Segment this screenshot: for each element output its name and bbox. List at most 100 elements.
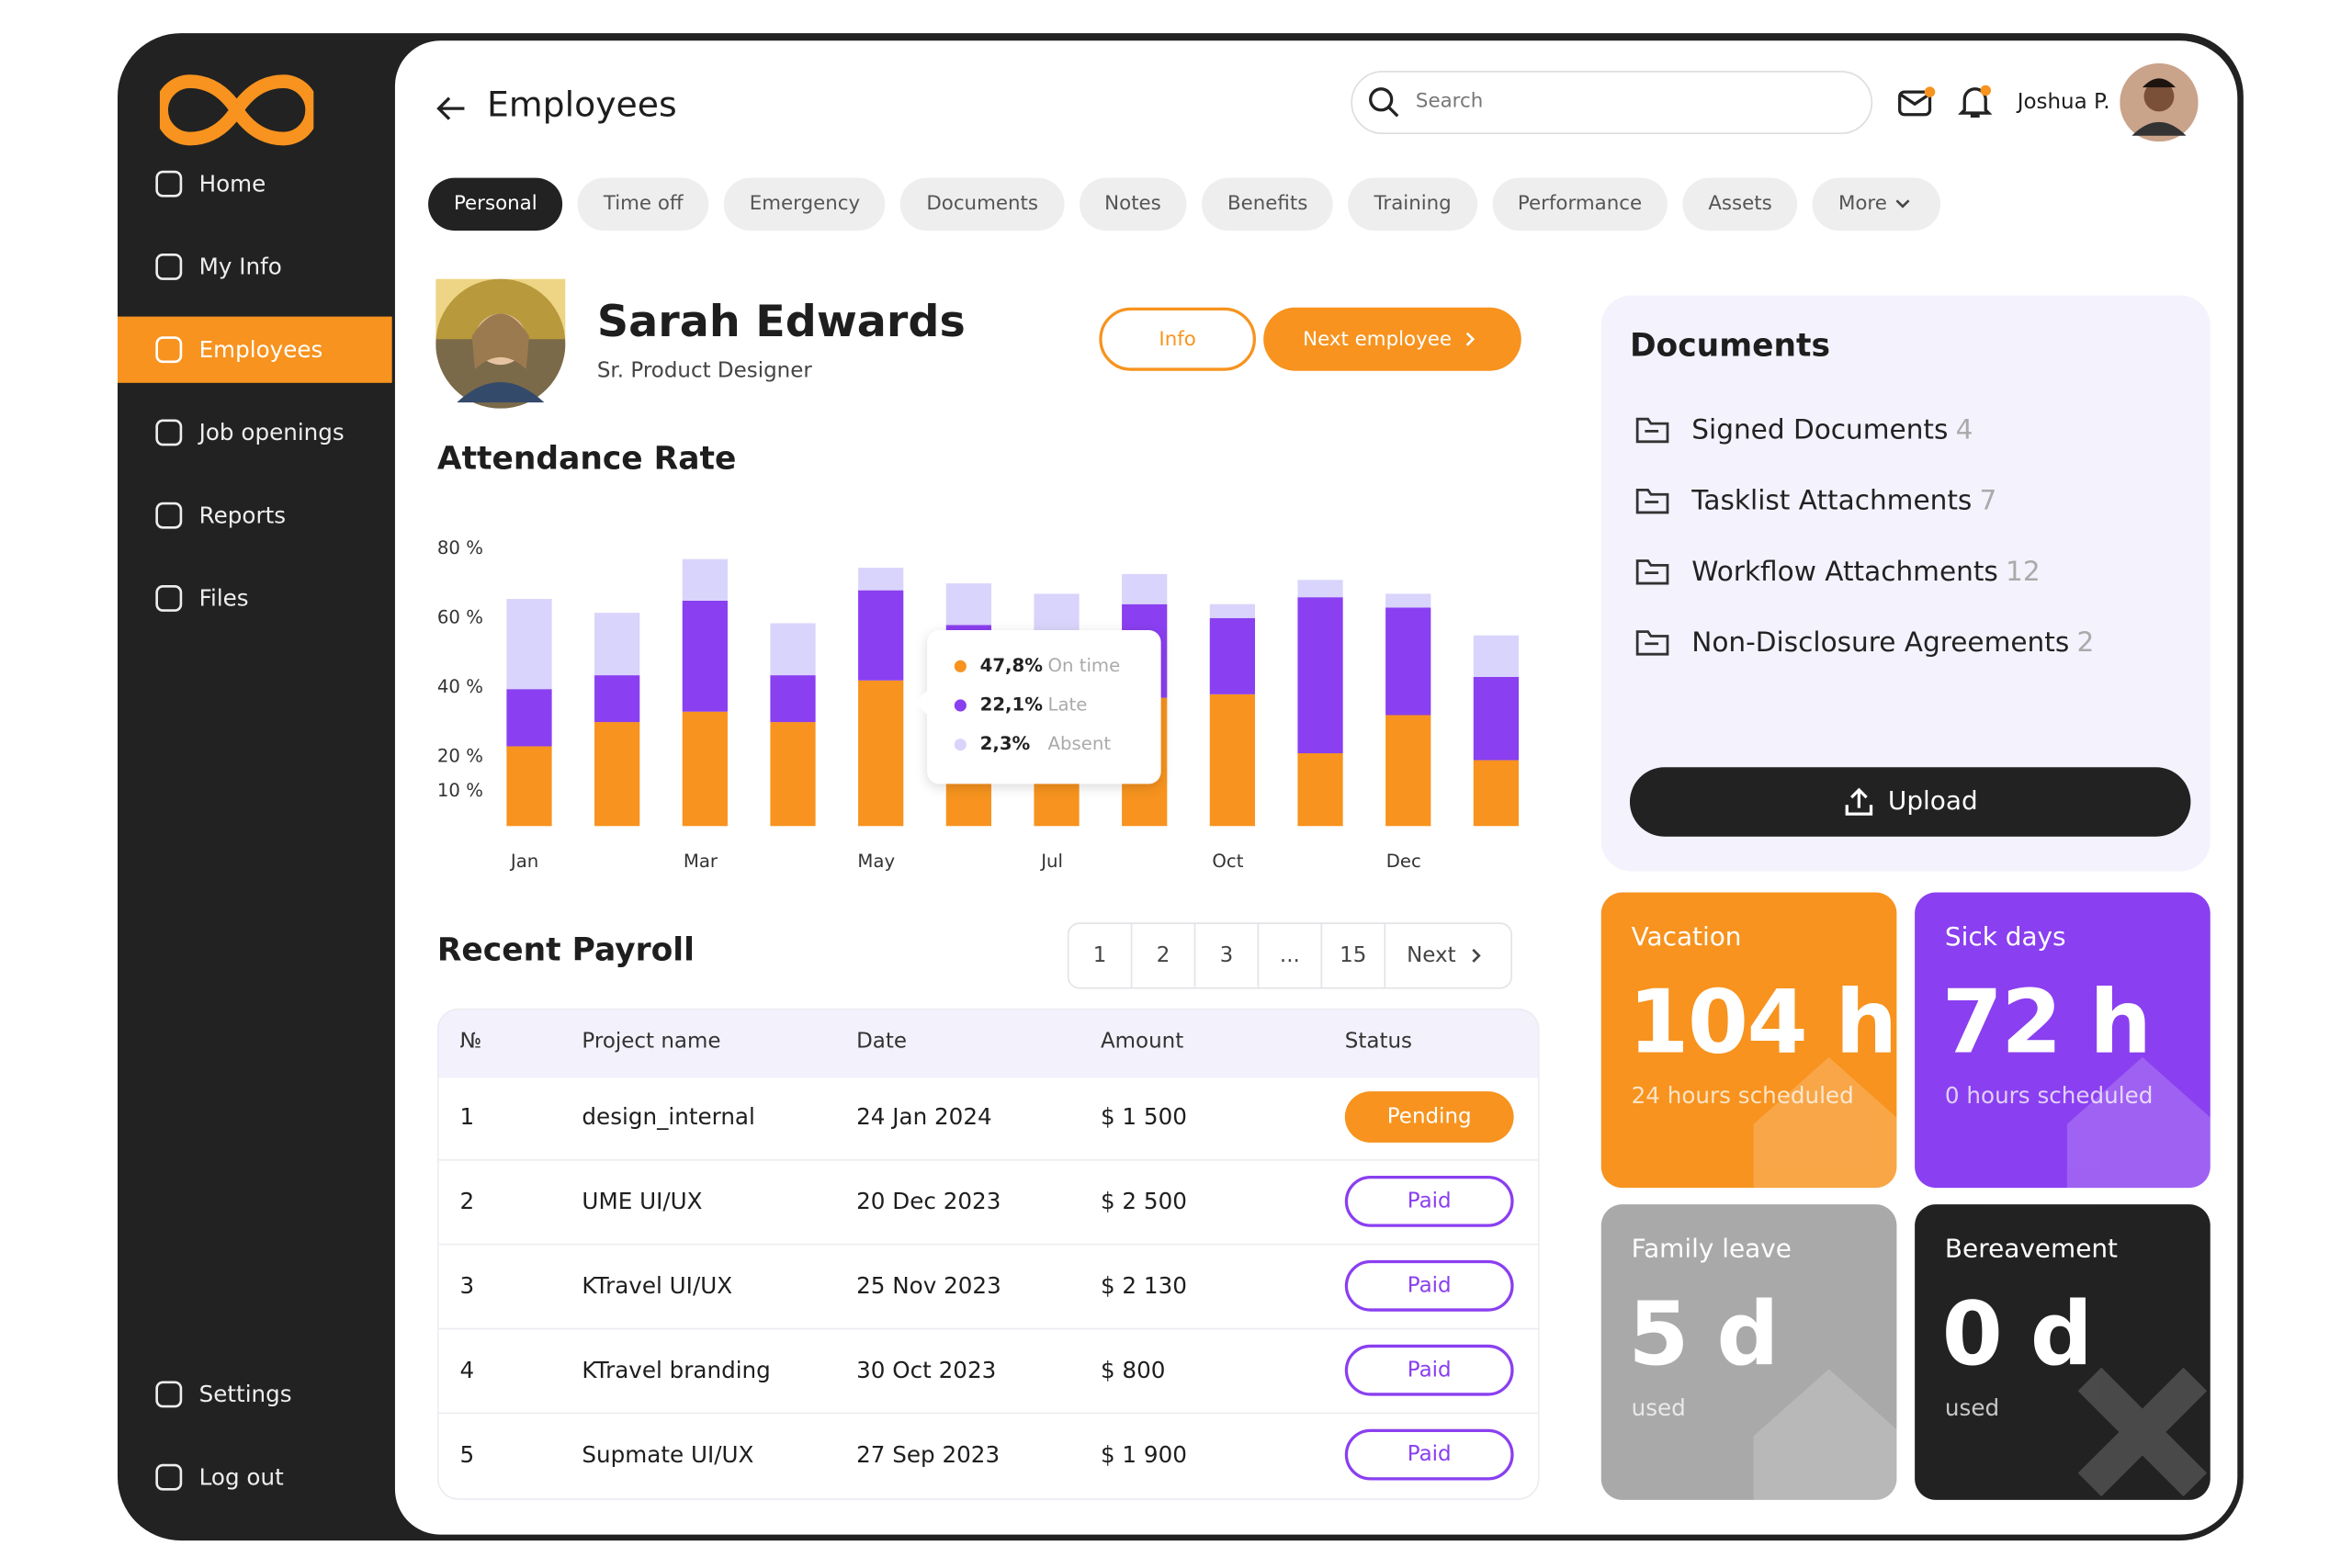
tab[interactable]: Training [1348, 177, 1477, 231]
card-title: Bereavement [1944, 1235, 2118, 1265]
search-placeholder: Search [1415, 90, 1484, 114]
bell-icon[interactable] [1957, 83, 1993, 122]
search-box[interactable]: Search [1351, 71, 1873, 135]
mail-icon[interactable] [1896, 85, 1936, 120]
tab[interactable]: Assets [1682, 177, 1798, 231]
nav-icon [155, 502, 183, 529]
bar-segment [594, 613, 640, 676]
user-avatar[interactable] [2120, 62, 2199, 142]
bar-segment [1473, 676, 1520, 761]
nav-item[interactable]: My Info [118, 233, 392, 299]
page-button[interactable]: ... [1259, 923, 1323, 987]
nav-icon [155, 1463, 183, 1491]
tooltip-value: 22,1% [980, 694, 1044, 716]
upload-button[interactable]: Upload [1629, 767, 2191, 837]
bar-segment [1385, 715, 1431, 827]
card-title: Sick days [1944, 922, 2066, 953]
status-pill[interactable]: Pending [1344, 1091, 1514, 1143]
tab[interactable]: Documents [900, 177, 1064, 231]
document-item[interactable]: Workflow Attachments 12 [1634, 553, 2041, 589]
status-pill[interactable]: Paid [1344, 1344, 1514, 1396]
bar-segment [594, 722, 640, 827]
bar-segment [506, 689, 552, 747]
document-item[interactable]: Signed Documents 4 [1634, 412, 1973, 447]
table-cell: 30 Oct 2023 [856, 1356, 997, 1384]
table-cell: 25 Nov 2023 [856, 1272, 1001, 1300]
user-name: Joshua P. [2017, 90, 2110, 115]
page-button[interactable]: Next [1385, 924, 1510, 987]
nav-label: Reports [198, 502, 287, 530]
page-button[interactable]: 1 [1069, 923, 1133, 987]
tab-label: Performance [1517, 193, 1643, 216]
decoration-shape [1753, 1369, 1897, 1500]
tooltip-name: On time [1048, 655, 1121, 676]
tab[interactable]: Notes [1079, 177, 1187, 231]
next-employee-label: Next employee [1303, 327, 1452, 351]
column-header: Project name [582, 1029, 721, 1055]
tab[interactable]: More [1813, 177, 1940, 231]
x-tick-label: Dec [1386, 851, 1421, 872]
column-header: Date [856, 1029, 908, 1055]
nav-item[interactable]: Job openings [118, 400, 392, 466]
folder-shape [1635, 630, 1669, 656]
nav-item[interactable]: Settings [118, 1361, 392, 1427]
table-cell: design_internal [582, 1103, 755, 1131]
tab[interactable]: Emergency [723, 177, 887, 231]
table-cell: UME UI/UX [582, 1188, 703, 1215]
bar-segment [770, 623, 816, 676]
card-value: 5 d [1628, 1282, 1779, 1386]
leave-card[interactable]: Sick days 72 h 0 hours scheduled [1915, 892, 2211, 1189]
bar-segment [682, 600, 728, 712]
table-cell: 4 [459, 1356, 475, 1384]
status-pill[interactable]: Paid [1344, 1428, 1514, 1481]
status-pill[interactable]: Paid [1344, 1176, 1514, 1227]
tooltip-value: 47,8% [980, 655, 1044, 676]
nav-item[interactable]: Log out [118, 1444, 392, 1510]
page-button[interactable]: 3 [1195, 923, 1260, 987]
icon-shape [155, 170, 183, 197]
tooltip-name: Late [1048, 694, 1088, 716]
bar-segment [1209, 694, 1255, 827]
tooltip [927, 629, 1161, 784]
bar-segment [1122, 573, 1168, 604]
tab[interactable]: Performance [1492, 177, 1668, 231]
tab[interactable]: Benefits [1202, 177, 1334, 231]
next-employee-button[interactable]: Next employee [1263, 307, 1521, 371]
page-button[interactable]: 2 [1132, 923, 1196, 987]
page-button[interactable]: 15 [1322, 923, 1386, 987]
page-label: Next [1407, 943, 1456, 968]
bar-segment [1209, 617, 1255, 694]
nav-label: Home [198, 170, 266, 197]
tab[interactable]: Personal [428, 177, 563, 231]
nav-item[interactable]: Employees [118, 316, 392, 383]
payroll-table [436, 1008, 1540, 1500]
leave-card[interactable]: Vacation 104 h 24 hours scheduled [1600, 892, 1897, 1189]
icon-shape [155, 419, 183, 446]
document-count: 12 [2006, 555, 2041, 588]
document-item[interactable]: Tasklist Attachments 7 [1634, 482, 1996, 518]
folder-shape [1635, 488, 1669, 514]
x-tick-label: Jan [509, 851, 538, 872]
status-pill[interactable]: Paid [1344, 1259, 1514, 1312]
nav-item[interactable]: Home [118, 151, 392, 217]
x-tick-label: Jul [1039, 851, 1063, 872]
nav-item[interactable]: Reports [118, 482, 392, 548]
table-cell: 3 [459, 1272, 475, 1300]
document-item[interactable]: Non-Disclosure Agreements 2 [1634, 624, 2094, 660]
nav-item[interactable]: Files [118, 565, 392, 631]
bar-segment [1473, 760, 1520, 827]
leave-card[interactable]: Family leave 5 d used [1600, 1204, 1897, 1500]
info-button[interactable]: Info [1099, 307, 1256, 371]
back-arrow[interactable] [435, 94, 468, 124]
leave-card[interactable]: Bereavement 0 d used [1915, 1204, 2211, 1500]
chevron-right [1471, 948, 1481, 963]
employee-photo [435, 278, 566, 409]
tooltip-dot [954, 699, 967, 712]
page-title: Employees [487, 85, 677, 126]
chevron-shape [1894, 198, 1909, 208]
bar-segment [594, 675, 640, 723]
nav-label: My Info [198, 253, 282, 281]
tab[interactable]: Time off [577, 177, 709, 231]
nav-icon [155, 170, 183, 197]
page-label: 3 [1219, 943, 1234, 968]
